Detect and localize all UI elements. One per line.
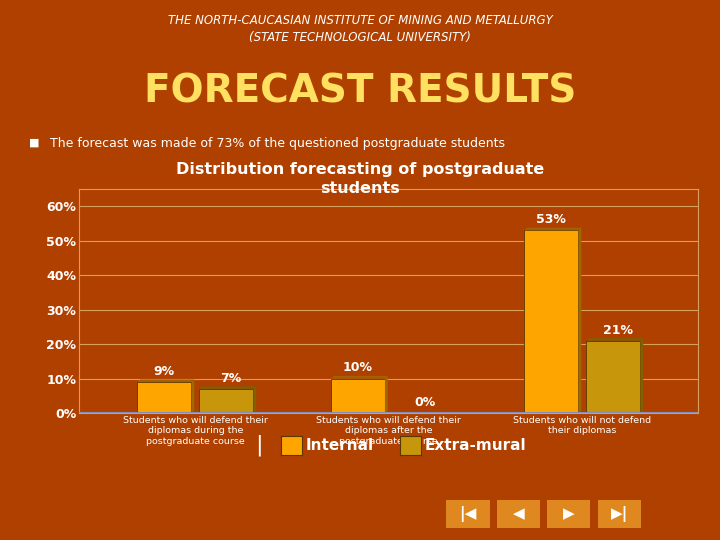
Text: |: | bbox=[256, 435, 263, 456]
Text: Distribution forecasting of postgraduate
students: Distribution forecasting of postgraduate… bbox=[176, 162, 544, 195]
Text: The forecast was made of 73% of the questioned postgraduate students: The forecast was made of 73% of the ques… bbox=[50, 137, 505, 150]
Text: ▶|: ▶| bbox=[611, 506, 628, 522]
Polygon shape bbox=[385, 376, 388, 413]
Polygon shape bbox=[586, 338, 643, 341]
Polygon shape bbox=[199, 386, 256, 389]
Text: 10%: 10% bbox=[343, 361, 373, 374]
Text: Internal: Internal bbox=[306, 438, 374, 453]
Text: |◀: |◀ bbox=[459, 506, 477, 522]
Text: 21%: 21% bbox=[603, 323, 633, 336]
Text: Extra-mural: Extra-mural bbox=[425, 438, 526, 453]
Polygon shape bbox=[640, 338, 643, 413]
Bar bbox=[586, 341, 640, 413]
Polygon shape bbox=[253, 386, 256, 413]
Bar bbox=[524, 231, 578, 413]
Polygon shape bbox=[138, 380, 194, 382]
Text: ◀: ◀ bbox=[513, 507, 524, 522]
Text: ▶: ▶ bbox=[563, 507, 575, 522]
Text: 0%: 0% bbox=[414, 396, 435, 409]
Polygon shape bbox=[330, 376, 388, 379]
Polygon shape bbox=[524, 228, 581, 231]
Text: 7%: 7% bbox=[220, 372, 242, 385]
Polygon shape bbox=[578, 228, 581, 413]
Text: THE NORTH-CAUCASIAN INSTITUTE OF MINING AND METALLURGY
(STATE TECHNOLOGICAL UNIV: THE NORTH-CAUCASIAN INSTITUTE OF MINING … bbox=[168, 14, 552, 44]
Polygon shape bbox=[192, 380, 194, 413]
Text: FORECAST RESULTS: FORECAST RESULTS bbox=[144, 73, 576, 111]
Bar bbox=[199, 389, 253, 413]
Bar bbox=[138, 382, 192, 413]
Text: 53%: 53% bbox=[536, 213, 566, 226]
Bar bbox=[330, 379, 385, 413]
Text: 9%: 9% bbox=[154, 365, 175, 378]
Text: ■: ■ bbox=[29, 138, 40, 148]
